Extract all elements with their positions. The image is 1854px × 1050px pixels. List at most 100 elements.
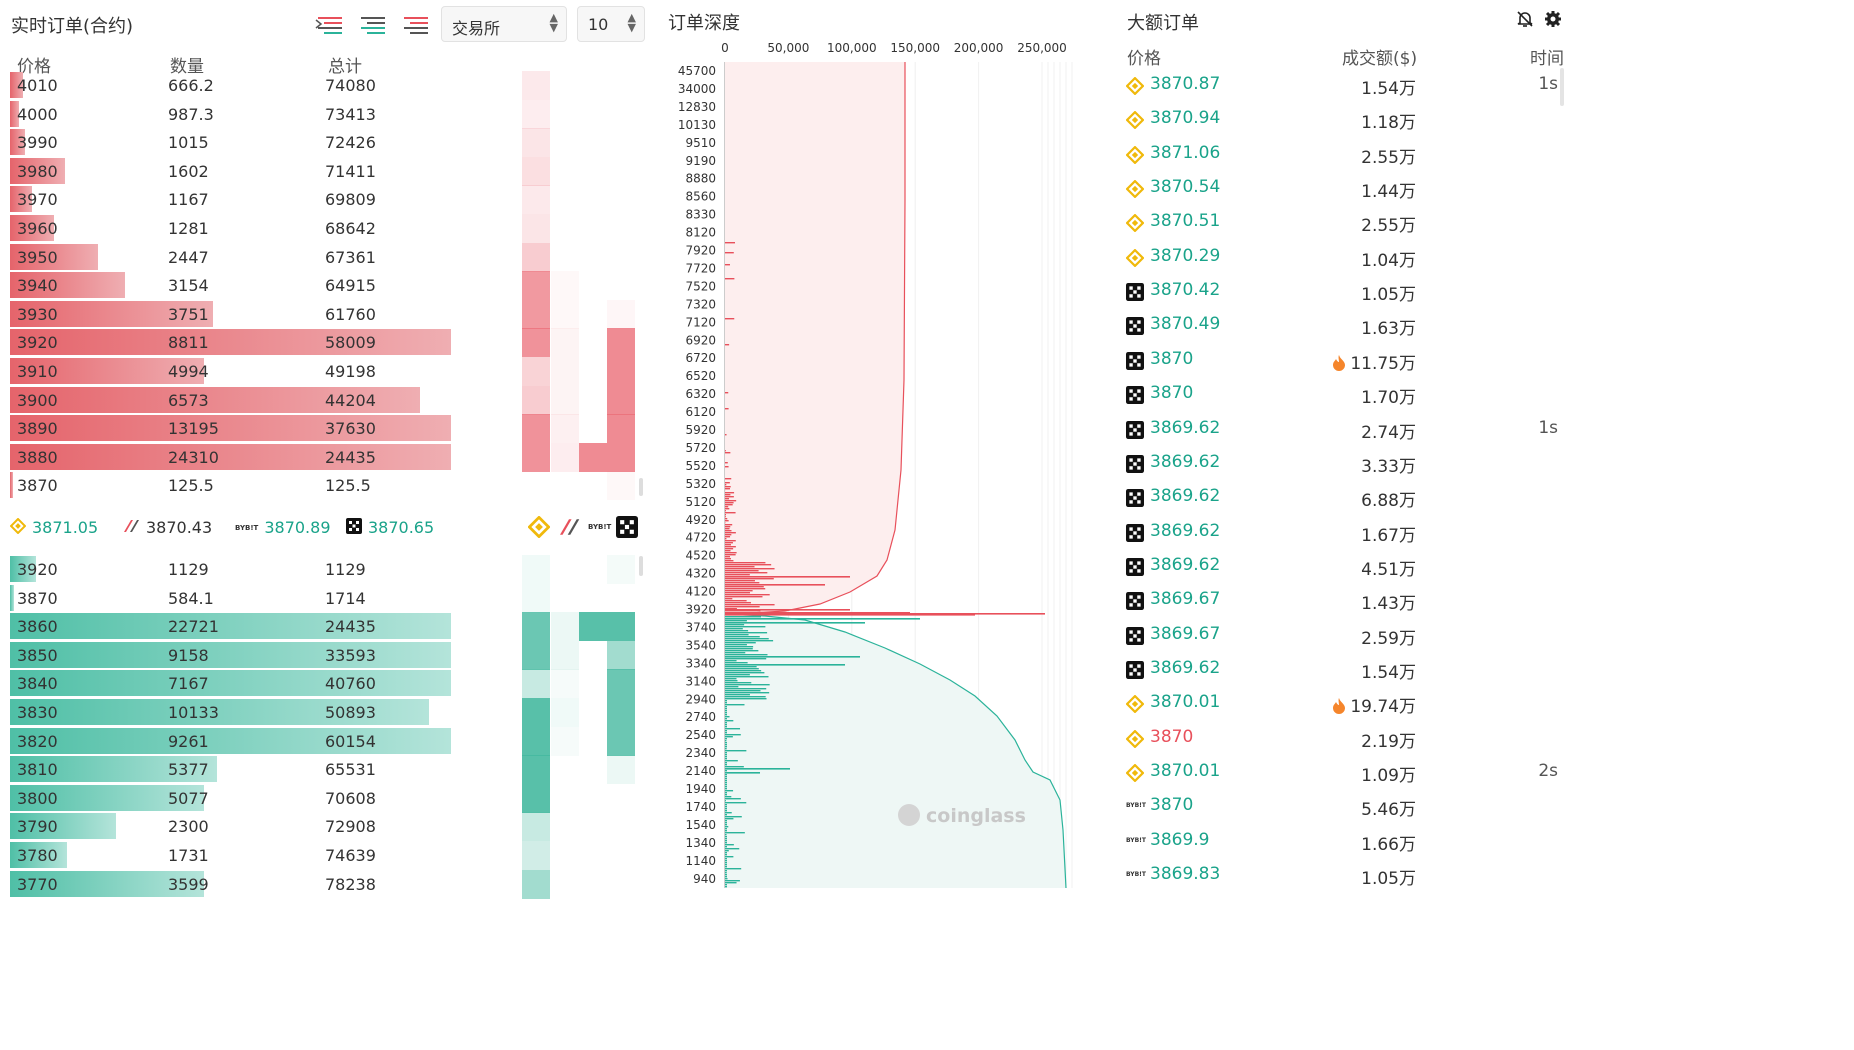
- ask-heat-cell: [522, 214, 550, 243]
- depth-select[interactable]: 10 ▲ ▼: [577, 6, 645, 42]
- large-orders-scrollbar[interactable]: [1560, 68, 1564, 106]
- ask-row[interactable]: 3960 1281 68642: [10, 214, 451, 242]
- price-cell: 3890: [17, 419, 58, 439]
- bid-row[interactable]: 3770 3599 78238: [10, 870, 451, 898]
- price-cell: 3870: [17, 476, 58, 496]
- ask-row[interactable]: 3990 1015 72426: [10, 128, 451, 156]
- large-order-row[interactable]: 3870.87 1.54万 1s: [1125, 69, 1566, 99]
- ask-row[interactable]: 3900 6573 44204: [10, 386, 451, 414]
- large-order-row[interactable]: 3869.67 2.59万: [1126, 619, 1566, 649]
- large-order-row[interactable]: 3870.49 1.63万: [1126, 309, 1566, 339]
- bid-order-bar: [725, 866, 727, 868]
- bid-row[interactable]: 3830 10133 50893: [10, 698, 451, 726]
- total-cell: 73413: [325, 104, 376, 124]
- ask-order-bar: [725, 518, 728, 520]
- price-cell: 3860: [17, 617, 58, 637]
- bid-order-bar: [725, 740, 727, 742]
- x-tick-label: 100,000: [827, 41, 877, 55]
- large-order-row[interactable]: 3870.51 2.55万: [1125, 206, 1566, 236]
- bid-order-bar: [725, 626, 766, 628]
- large-order-row[interactable]: 3870 2.19万: [1125, 722, 1566, 752]
- bid-row[interactable]: 3840 7167 40760: [10, 669, 451, 697]
- large-order-row[interactable]: 3869.62 4.51万: [1126, 550, 1566, 580]
- ask-row[interactable]: 3890 13195 37630: [10, 414, 451, 442]
- view-asks-icon[interactable]: [400, 14, 430, 36]
- large-order-amount-value: 11.75万: [1350, 353, 1416, 374]
- view-both-icon[interactable]: [314, 14, 344, 36]
- large-order-price: 3869.67: [1150, 623, 1221, 644]
- bid-row[interactable]: 3780 1731 74639: [10, 841, 451, 869]
- ask-order-bar: [725, 526, 731, 528]
- large-order-amount: 1.63万: [1361, 314, 1416, 339]
- bid-row[interactable]: 3860 22721 24435: [10, 612, 451, 640]
- total-cell: 67361: [325, 247, 376, 267]
- ask-row[interactable]: 3920 8811 58009: [10, 328, 451, 356]
- y-tick-label: 8120: [685, 226, 716, 240]
- bid-row[interactable]: 3790 2300 72908: [10, 812, 451, 840]
- large-order-row[interactable]: 3870.01 19.74万: [1125, 687, 1566, 717]
- large-order-row[interactable]: 3870.94 1.18万: [1125, 103, 1566, 133]
- ask-row[interactable]: 4000 987.3 73413: [10, 100, 451, 128]
- bid-order-bar: [725, 874, 727, 876]
- bid-row[interactable]: 3920 1129 1129: [10, 555, 451, 583]
- ask-order-bar: [725, 512, 736, 514]
- large-order-row[interactable]: 3869.67 1.43万: [1126, 584, 1566, 614]
- bid-order-bar: [725, 836, 727, 838]
- coinglass-logo-icon: [898, 804, 920, 826]
- total-cell: 1714: [325, 588, 366, 608]
- y-tick-label: 2740: [685, 710, 716, 724]
- y-tick-label: 3340: [685, 656, 716, 670]
- bid-row[interactable]: 3850 9158 33593: [10, 641, 451, 669]
- ask-row[interactable]: 3880 24310 24435: [10, 443, 451, 471]
- large-order-row[interactable]: 3870.01 1.09万 2s: [1125, 756, 1566, 786]
- y-tick-label: 2340: [685, 746, 716, 760]
- bell-off-icon[interactable]: [1516, 10, 1534, 32]
- realtime-orders-panel: 实时订单(合约) 交易所 ▲ ▼ 10 ▲ ▼ 价格 数量 总计 4010 666.2…: [0, 0, 655, 899]
- ask-order-bar: [725, 608, 737, 610]
- asks-scrollbar[interactable]: [639, 478, 643, 496]
- large-order-row[interactable]: 3869.62 1.54万: [1126, 653, 1566, 683]
- bid-row[interactable]: 3800 5077 70608: [10, 784, 451, 812]
- large-order-row[interactable]: 3869.62 1.67万: [1126, 516, 1566, 546]
- large-order-row[interactable]: BYB!T 3869.9 1.66万: [1126, 825, 1566, 855]
- large-order-row[interactable]: 3870.54 1.44万: [1125, 172, 1566, 202]
- large-orders-panel: 大额订单 价格 成交额($) 时间 3870.87 1.54万 1s 3870.94 1…: [1120, 0, 1568, 889]
- bids-scrollbar[interactable]: [639, 556, 643, 576]
- ask-row[interactable]: 4010 666.2 74080: [10, 71, 451, 99]
- large-order-row[interactable]: 3870.29 1.04万: [1125, 241, 1566, 271]
- bid-order-bar: [725, 878, 728, 880]
- ask-row[interactable]: 3970 1167 69809: [10, 185, 451, 213]
- bid-row[interactable]: 3810 5377 65531: [10, 755, 451, 783]
- depth-chart[interactable]: 0 50,000 100,000 150,000 200,000 250,000 45700…: [662, 0, 1082, 888]
- exchange-select[interactable]: 交易所 ▲ ▼: [441, 6, 567, 42]
- large-order-row[interactable]: 3871.06 2.55万: [1125, 138, 1566, 168]
- ask-depth-bar: [10, 243, 99, 270]
- bid-order-bar: [725, 886, 727, 888]
- bid-depth-bar: [10, 641, 451, 668]
- total-cell: 49198: [325, 362, 376, 381]
- bybit-column-icon: BYB!T: [588, 523, 612, 531]
- ask-row[interactable]: 3870 125.5 125.5: [10, 471, 451, 499]
- huobi-icon: [122, 518, 140, 537]
- gear-icon[interactable]: [1544, 10, 1562, 32]
- ask-row[interactable]: 3950 2447 67361: [10, 243, 451, 271]
- ask-row[interactable]: 3980 1602 71411: [10, 157, 451, 185]
- large-order-row[interactable]: BYB!T 3870 5.46万: [1126, 790, 1566, 820]
- large-order-row[interactable]: 3870 1.70万: [1126, 378, 1566, 408]
- large-order-row[interactable]: 3870.42 1.05万: [1126, 275, 1566, 305]
- large-order-row[interactable]: 3869.62 2.74万 1s: [1126, 413, 1566, 443]
- bid-row[interactable]: 3870 584.1 1714: [10, 584, 451, 612]
- y-tick-label: 7320: [685, 297, 716, 311]
- large-order-row[interactable]: 3869.62 3.33万: [1126, 447, 1566, 477]
- y-tick-label: 8560: [685, 190, 716, 204]
- ask-row[interactable]: 3940 3154 64915: [10, 271, 451, 299]
- ask-row[interactable]: 3910 4994 49198: [10, 357, 451, 385]
- large-order-row[interactable]: BYB!T 3869.83 1.05万: [1126, 859, 1566, 889]
- large-order-row[interactable]: 3869.62 6.88万: [1126, 481, 1566, 511]
- ask-order-bar: [725, 496, 734, 498]
- bid-row[interactable]: 3820 9261 60154: [10, 727, 451, 755]
- view-bids-icon[interactable]: [357, 14, 387, 36]
- large-order-row[interactable]: 3870 11.75万: [1126, 344, 1566, 374]
- price-cell: 3910: [17, 362, 58, 381]
- ask-row[interactable]: 3930 3751 61760: [10, 300, 451, 328]
